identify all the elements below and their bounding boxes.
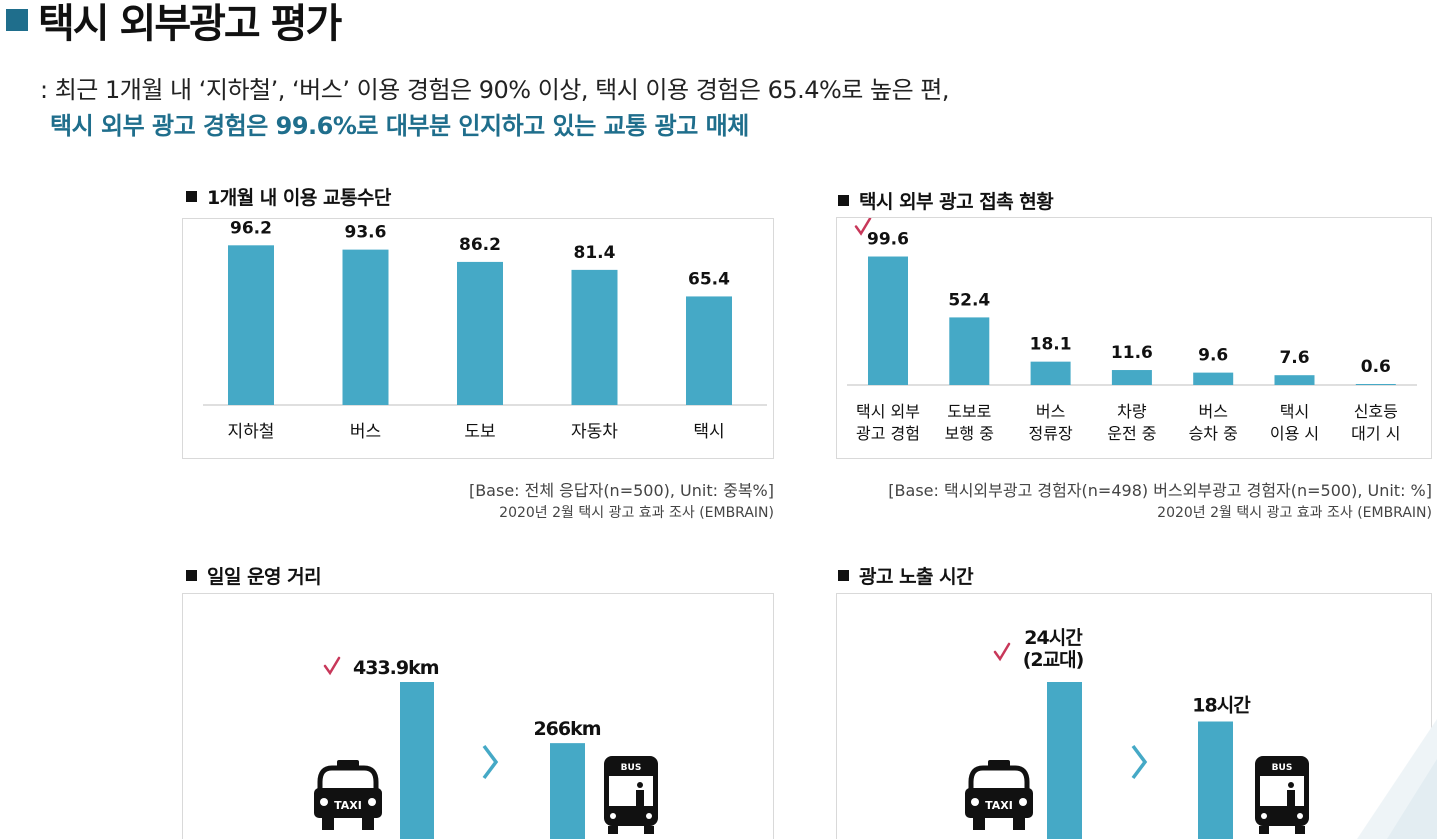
- chart2-category-label: 도보로: [947, 402, 991, 421]
- bus-icon: BUS: [1255, 756, 1309, 834]
- chart4-bar: [1198, 721, 1233, 839]
- chart2-value-label: 0.6: [1361, 357, 1391, 377]
- chart4-section-title: 광고 노출 시간: [838, 562, 974, 589]
- bus-icon: BUS: [604, 756, 658, 834]
- chart1-base-note: [Base: 전체 응답자(n=500), Unit: 중복%]: [468, 481, 774, 500]
- chart3-svg: 433.9km 266km TAXI BUS: [314, 656, 658, 839]
- svg-text:TAXI: TAXI: [985, 799, 1013, 812]
- chart2-category-label: 정류장: [1029, 424, 1073, 443]
- chart1-section-title: 1개월 내 이용 교통수단: [186, 183, 391, 210]
- chart2-category-label: 대기 시: [1351, 424, 1400, 443]
- chart1-category-label: 지하철: [228, 422, 275, 442]
- subtitle-line-2: 택시 외부 광고 경험은 99.6%로 대부분 인지하고 있는 교통 광고 매체: [50, 112, 749, 140]
- chart2-category-label: 이용 시: [1270, 424, 1319, 443]
- svg-text:BUS: BUS: [621, 763, 642, 773]
- chart1-title-text: 1개월 내 이용 교통수단: [207, 187, 391, 209]
- chart2-category-label: 택시: [1280, 402, 1309, 421]
- square-bullet-icon: [186, 191, 197, 202]
- taxi-icon: TAXI: [314, 760, 382, 830]
- chart1-bar: [342, 249, 389, 405]
- chart2-category-label: 승차 중: [1189, 424, 1238, 443]
- chart1-svg: 96.2 지하철 93.6 버스 86.2 도보 81.4 자동차 65.4 택시: [203, 219, 767, 442]
- taxi-icon: TAXI: [965, 760, 1033, 830]
- chart3-bar: [550, 743, 585, 839]
- chart2-title-text: 택시 외부 광고 접촉 현황: [859, 191, 1054, 213]
- chart2-category-label: 운전 중: [1107, 424, 1156, 443]
- check-mark-icon: [854, 218, 872, 236]
- chart2-bar: [1111, 370, 1152, 385]
- chart2-bar: [1193, 372, 1234, 385]
- page-title: 택시 외부광고 평가: [38, 1, 342, 47]
- square-bullet-icon: [186, 570, 197, 581]
- chart4-value-label: 18시간: [1192, 695, 1251, 717]
- chart2-category-label: 버스: [1198, 402, 1227, 421]
- chart2-source-note: 2020년 2월 택시 광고 효과 조사 (EMBRAIN): [1157, 505, 1432, 521]
- chart4-value-label: (2교대): [1023, 649, 1084, 671]
- chart1-category-label: 도보: [464, 422, 495, 442]
- chart2-category-label: 버스: [1036, 402, 1065, 421]
- chart1-category-label: 택시: [693, 422, 724, 442]
- chart3-value-label: 433.9km: [353, 657, 439, 679]
- chart1-value-label: 96.2: [230, 219, 272, 238]
- chart2-base-note: [Base: 택시외부광고 경험자(n=498) 버스외부광고 경험자(n=50…: [888, 481, 1432, 500]
- chart2-value-label: 18.1: [1030, 335, 1072, 355]
- chart1-bar: [686, 296, 732, 405]
- chart2-value-label: 52.4: [948, 290, 990, 310]
- chart2-category-label: 신호등: [1354, 402, 1398, 421]
- chevron-right-icon: [482, 744, 499, 780]
- chart2-value-label: 7.6: [1279, 348, 1309, 368]
- chart2-category-label: 광고 경험: [856, 424, 920, 443]
- chart2-bar: [1274, 375, 1315, 385]
- chart1-bar: [571, 269, 618, 405]
- chart1-value-label: 86.2: [459, 235, 501, 255]
- chart4-panel: 24시간 (2교대) 18시간 TAXI BUS: [836, 593, 1432, 839]
- square-bullet-icon: [838, 570, 849, 581]
- chart1-source-note: 2020년 2월 택시 광고 효과 조사 (EMBRAIN): [499, 505, 774, 521]
- chart3-bar: [400, 682, 434, 839]
- chart4-bar: [1047, 682, 1082, 839]
- svg-text:BUS: BUS: [1272, 763, 1293, 773]
- chart1-category-label: 자동차: [571, 422, 618, 442]
- chart2-category-label: 택시 외부: [856, 402, 920, 421]
- chevron-right-icon: [1131, 744, 1148, 780]
- chart2-bar: [949, 317, 990, 385]
- chart2-value-label: 11.6: [1111, 343, 1153, 363]
- chart2-value-label: 99.6: [867, 230, 909, 250]
- title-square-icon: [6, 9, 28, 31]
- svg-text:TAXI: TAXI: [334, 799, 362, 812]
- square-bullet-icon: [838, 195, 849, 206]
- chart4-svg: 24시간(2교대) 18시간 TAXI BUS: [965, 627, 1309, 839]
- check-mark-icon: [323, 656, 341, 676]
- chart1-value-label: 81.4: [574, 243, 616, 263]
- chart1-panel: 96.2 지하철 93.6 버스 86.2 도보 81.4 자동차 65.4 택시: [182, 218, 774, 459]
- chart2-category-label: 보행 중: [945, 424, 994, 443]
- chart2-value-label: 9.6: [1198, 346, 1228, 366]
- subtitle-line-1: : 최근 1개월 내 ‘지하철’, ‘버스’ 이용 경험은 90% 이상, 택시…: [40, 76, 950, 104]
- chart2-category-label: 차량: [1117, 402, 1147, 421]
- chart2-bar: [1030, 361, 1071, 385]
- chart3-value-label: 266km: [533, 718, 600, 740]
- chart1-bar: [228, 245, 274, 405]
- chart3-panel: 433.9km 266km TAXI BUS: [182, 593, 774, 839]
- chart3-section-title: 일일 운영 거리: [186, 562, 322, 589]
- corner-decoration: [1357, 719, 1437, 839]
- chart4-title-text: 광고 노출 시간: [859, 566, 974, 588]
- chart1-value-label: 65.4: [688, 269, 730, 289]
- chart2-section-title: 택시 외부 광고 접촉 현황: [838, 187, 1054, 214]
- chart2-bar: [1355, 384, 1396, 385]
- chart1-category-label: 버스: [350, 422, 381, 442]
- chart1-bar: [457, 261, 503, 405]
- chart4-value-label: 24시간: [1024, 627, 1083, 649]
- chart2-bar: [868, 256, 908, 385]
- check-mark-icon: [993, 642, 1011, 662]
- chart3-title-text: 일일 운영 거리: [207, 566, 322, 588]
- chart1-value-label: 93.6: [345, 223, 387, 243]
